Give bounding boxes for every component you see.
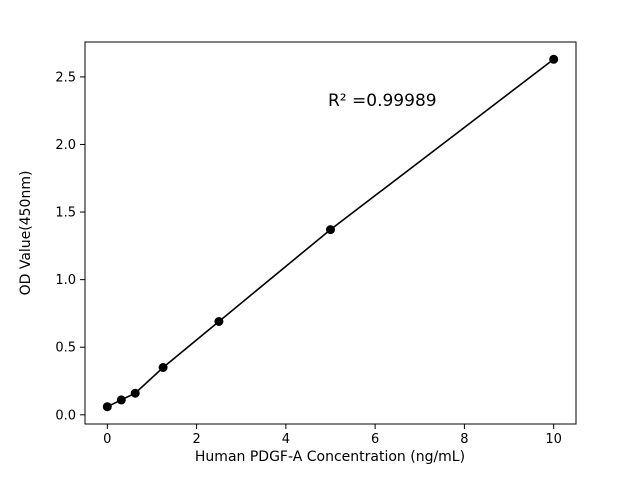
y-axis-label: OD Value(450nm) bbox=[18, 171, 34, 296]
x-tick-label: 4 bbox=[282, 432, 290, 447]
r-squared-annotation: R² =0.99989 bbox=[328, 91, 437, 111]
plot-area: 0 2 4 6 8 10 0.0 0.5 1.0 1.5 2.0 2.5 bbox=[55, 41, 577, 447]
data-point bbox=[549, 54, 559, 64]
x-tick-label: 8 bbox=[460, 432, 468, 447]
y-tick-label: 1.5 bbox=[55, 206, 76, 221]
data-point bbox=[214, 317, 224, 326]
x-axis-label: Human PDGF-A Concentration (ng/mL) bbox=[195, 449, 465, 465]
y-tick-label: 0.0 bbox=[55, 408, 76, 423]
x-tick-label: 0 bbox=[103, 432, 111, 447]
data-point bbox=[130, 388, 140, 398]
plot-border bbox=[84, 41, 577, 425]
y-tick-label: 2.5 bbox=[55, 70, 76, 85]
y-tick-label: 1.0 bbox=[55, 273, 76, 288]
data-point bbox=[102, 402, 112, 412]
x-tick-label: 10 bbox=[545, 432, 562, 447]
y-tick-label: 2.0 bbox=[55, 138, 76, 153]
data-point bbox=[326, 225, 335, 235]
x-tick-label: 6 bbox=[371, 432, 379, 447]
y-tick-label: 0.5 bbox=[55, 341, 76, 356]
x-tick-label: 2 bbox=[192, 432, 200, 447]
data-point bbox=[158, 363, 168, 372]
data-point bbox=[116, 395, 126, 405]
